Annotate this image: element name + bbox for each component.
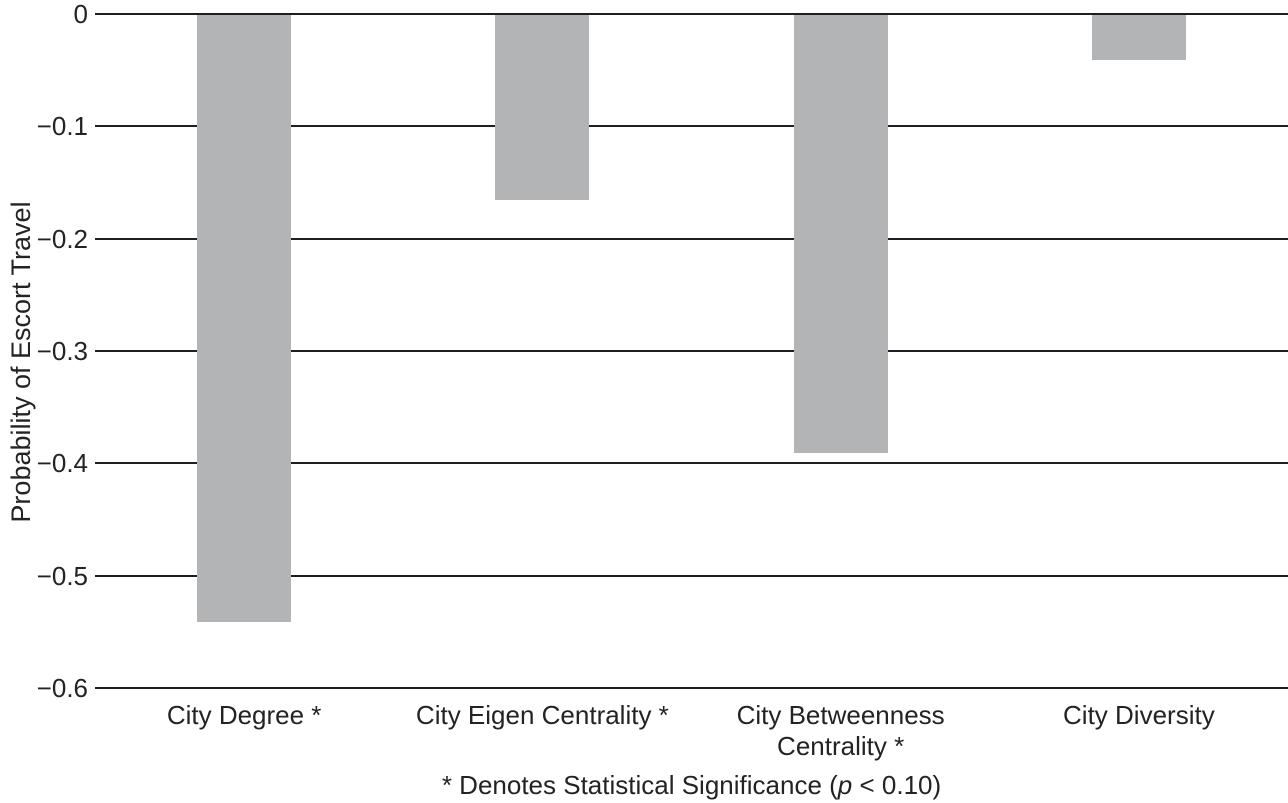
category-label: City Betweenness Centrality * bbox=[736, 700, 945, 761]
gridline-y--0.4 bbox=[95, 462, 1288, 465]
footnote-p-italic: p bbox=[837, 770, 853, 800]
bar-city-diversity bbox=[1091, 15, 1186, 60]
significance-footnote: * Denotes Statistical Significance (p < … bbox=[95, 771, 1288, 799]
gridline-y--0.6 bbox=[95, 687, 1288, 689]
bar-city-eigen-centrality bbox=[495, 15, 590, 201]
category-label: City Degree * bbox=[166, 700, 322, 730]
gridline-y--0.3 bbox=[95, 350, 1288, 352]
gridline-y-0 bbox=[95, 13, 1288, 15]
y-tick-label: −0.2 bbox=[36, 223, 88, 254]
y-tick-label: −0.4 bbox=[36, 448, 88, 479]
bar-city-betweenness bbox=[793, 15, 888, 454]
footnote-prefix: * Denotes Statistical Significance ( bbox=[441, 770, 838, 800]
y-tick-label: 0 bbox=[73, 0, 88, 29]
footnote-suffix: < 0.10) bbox=[852, 770, 942, 800]
bar-city-degree bbox=[197, 15, 292, 622]
gridline-y--0.5 bbox=[95, 574, 1288, 577]
y-tick-label: −0.6 bbox=[36, 673, 88, 703]
y-tick-label: −0.3 bbox=[36, 336, 88, 366]
gridline-y--0.1 bbox=[95, 125, 1288, 128]
y-tick-label: −0.5 bbox=[36, 560, 88, 591]
category-label: City Eigen Centrality * bbox=[415, 700, 669, 730]
y-tick-label: −0.1 bbox=[36, 111, 88, 142]
gridline-y--0.2 bbox=[95, 237, 1288, 240]
category-label: City Diversity bbox=[1063, 700, 1215, 730]
